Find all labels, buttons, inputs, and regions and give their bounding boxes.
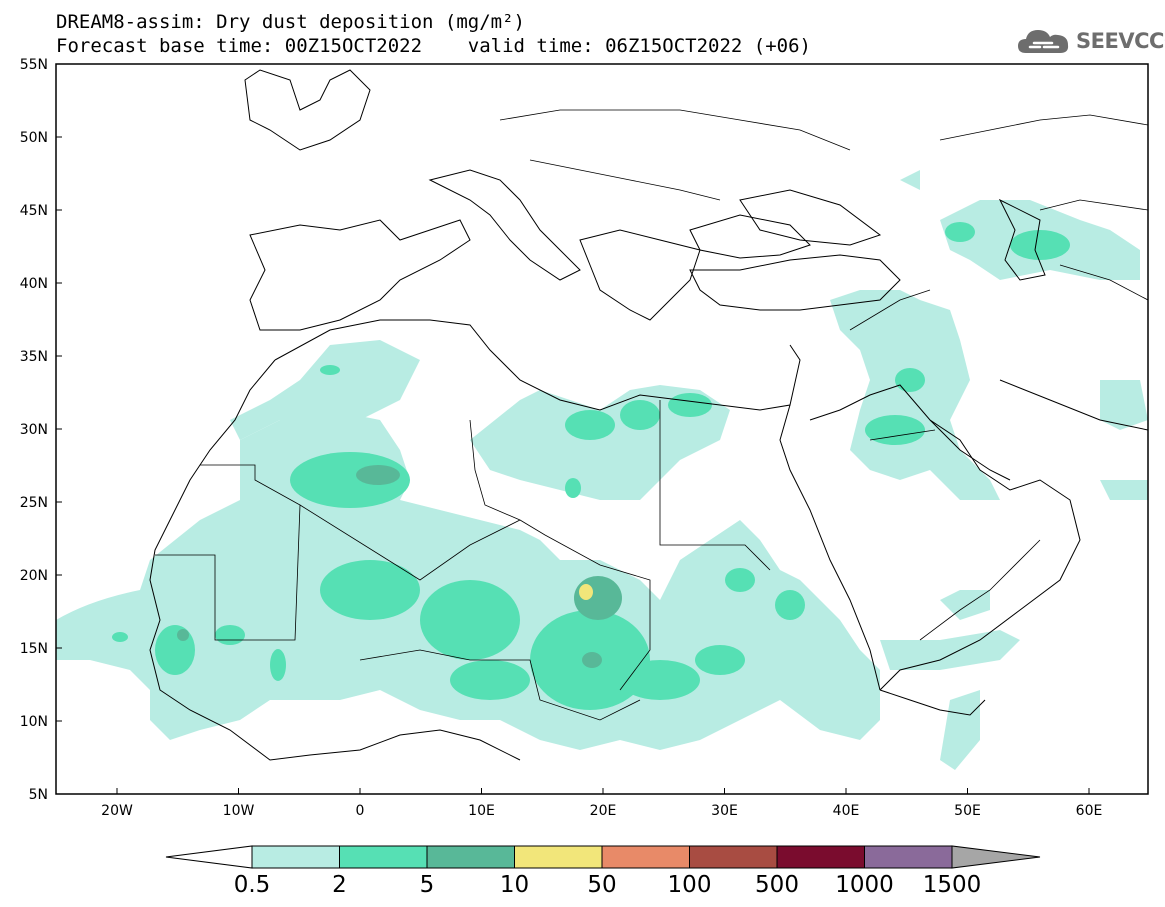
- colorbar-swatch: [251, 845, 340, 869]
- colorbar-swatch: [864, 845, 953, 869]
- lat-tick-label: 20N: [20, 568, 48, 584]
- colorbar-swatch: [514, 845, 603, 869]
- colorbar-swatch: [689, 845, 778, 869]
- colorbar-swatch: [426, 845, 515, 869]
- colorbar-label: 100: [668, 872, 712, 898]
- colorbar-label: 50: [587, 872, 616, 898]
- lat-tick-label: 10N: [20, 714, 48, 730]
- lat-tick-label: 5N: [29, 787, 48, 803]
- lat-tick-label: 55N: [20, 57, 48, 73]
- forecast-time-line: Forecast base time: 00Z15OCT2022 valid t…: [56, 35, 811, 57]
- lon-tick-label: 40E: [833, 803, 860, 819]
- colorbar-over-arrow: [951, 845, 1041, 869]
- level-10-50-areas: [579, 584, 593, 600]
- colorbar-label: 5: [420, 872, 435, 898]
- colorbar-label: 2: [332, 872, 347, 898]
- coastlines-and-borders: [149, 69, 1148, 761]
- lat-tick-label: 25N: [20, 495, 48, 511]
- lat-tick-label: 45N: [20, 203, 48, 219]
- lat-tick-label: 40N: [20, 276, 48, 292]
- colorbar-label: 500: [755, 872, 799, 898]
- colorbar-swatch: [601, 845, 690, 869]
- dust-deposition-fields: [56, 170, 1148, 770]
- lon-tick-label: 60E: [1076, 803, 1103, 819]
- lat-tick-label: 35N: [20, 349, 48, 365]
- colorbar-label: 0.5: [234, 872, 271, 898]
- colorbar-under-arrow: [165, 845, 253, 869]
- colorbar-label: 1000: [835, 872, 894, 898]
- colorbar-legend: 0.5 2 5 10 50 100 500 1000 1500: [165, 845, 1041, 898]
- logo-text: SEEVCCC: [1076, 29, 1165, 53]
- longitude-axis: 20W 10W 0 10E 20E 30E 40E 50E 60E: [101, 788, 1102, 819]
- logo: SEEVCCC: [1016, 24, 1165, 58]
- lon-tick-label: 20W: [101, 803, 133, 819]
- lon-tick-label: 30E: [711, 803, 738, 819]
- lat-tick-label: 15N: [20, 641, 48, 657]
- lat-tick-label: 30N: [20, 422, 48, 438]
- latitude-axis: 55N 50N 45N 40N 35N 30N 25N 20N 15N 10N 5N: [20, 57, 62, 803]
- colorbar-label: 1500: [923, 872, 982, 898]
- lon-tick-label: 50E: [954, 803, 981, 819]
- colorbar-swatch: [339, 845, 428, 869]
- colorbar-label: 10: [500, 872, 529, 898]
- lon-tick-label: 10W: [223, 803, 255, 819]
- lon-tick-label: 0: [356, 803, 365, 819]
- cloud-logo-icon: [1018, 30, 1069, 53]
- map-title: DREAM8-assim: Dry dust deposition (mg/m²…: [56, 11, 525, 33]
- lon-tick-label: 10E: [468, 803, 495, 819]
- lon-tick-label: 20E: [590, 803, 617, 819]
- colorbar-swatch: [776, 845, 865, 869]
- lat-tick-label: 50N: [20, 130, 48, 146]
